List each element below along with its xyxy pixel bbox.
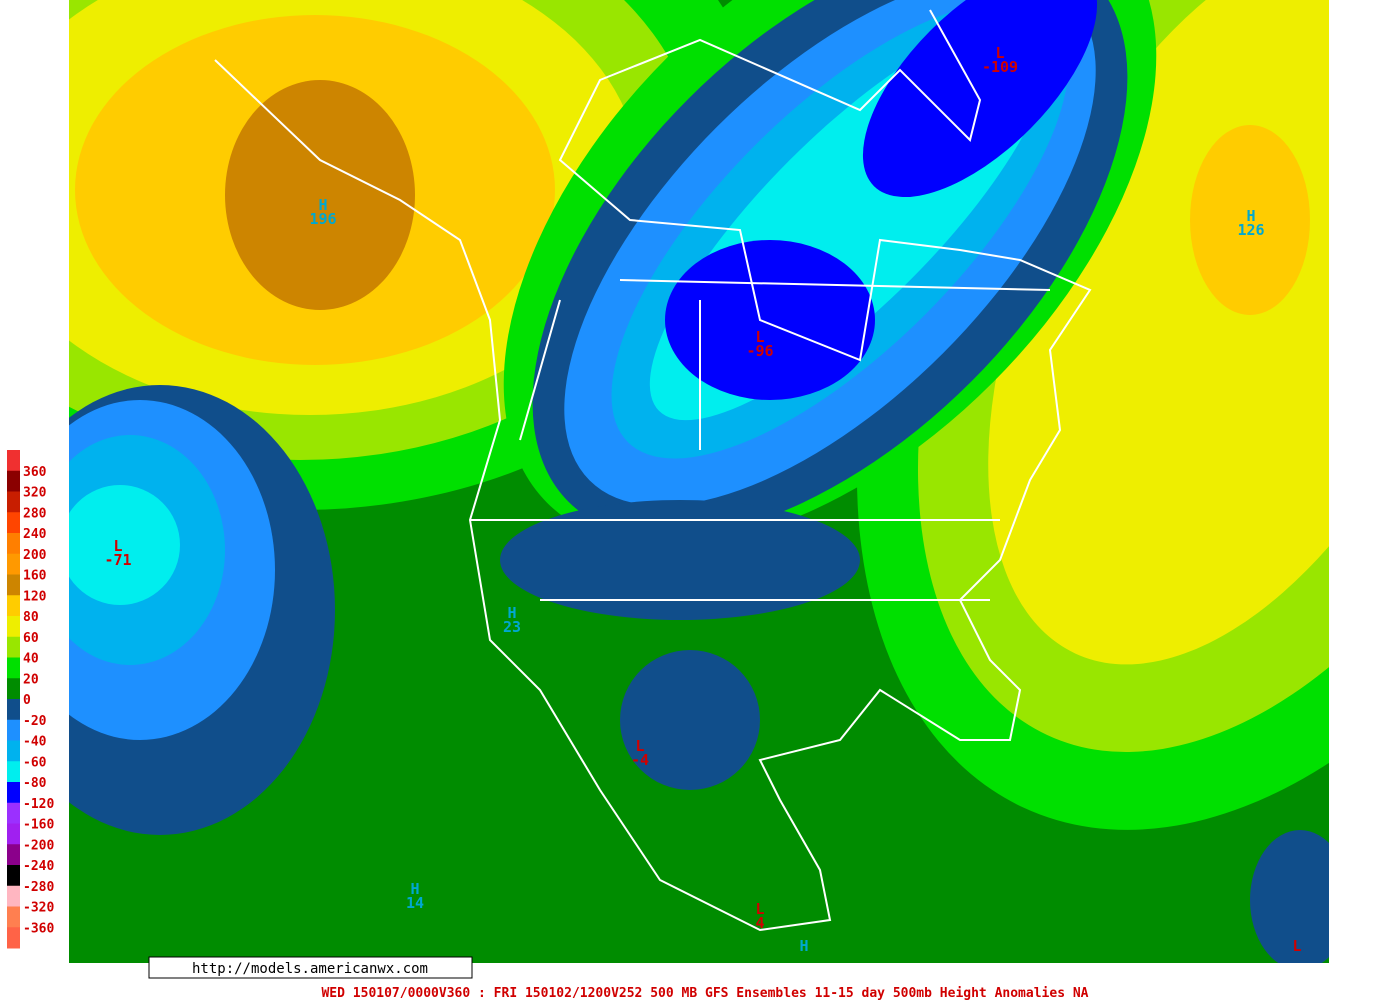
marker-value: 23 (503, 618, 521, 636)
marker-symbol: L (113, 537, 122, 555)
anomaly-field (69, 0, 1329, 963)
legend-swatch (7, 740, 20, 762)
marker-symbol: H (318, 196, 327, 214)
legend-swatch (7, 823, 20, 845)
legend-swatch (7, 636, 20, 658)
legend-label: 280 (23, 506, 47, 521)
marker-symbol: H (1246, 207, 1255, 225)
legend-swatch (7, 616, 20, 638)
legend-label: -360 (23, 921, 54, 936)
marker-symbol: L (635, 737, 644, 755)
legend-swatch (7, 657, 20, 679)
marker-value: -109 (982, 58, 1018, 76)
marker-value: -96 (746, 342, 773, 360)
legend-label: -200 (23, 838, 54, 853)
legend-label: 80 (23, 610, 39, 625)
legend-label: 240 (23, 527, 47, 542)
legend-label: -80 (23, 776, 47, 791)
marker-value: 4 (755, 914, 764, 932)
marker-value: 126 (1237, 221, 1264, 239)
legend-swatch (7, 844, 20, 866)
marker-symbol: H (507, 604, 516, 622)
legend-label: 120 (23, 589, 47, 604)
legend-swatch (7, 595, 20, 617)
legend-swatch (7, 470, 20, 492)
legend-label: -280 (23, 880, 54, 895)
legend-swatch (7, 574, 20, 596)
footer: WED 150107/0000V360 : FRI 150102/1200V25… (321, 986, 1088, 1000)
marker-symbol: L (755, 900, 764, 918)
marker-value: 196 (309, 210, 336, 228)
legend-swatch (7, 491, 20, 513)
legend-label: -20 (23, 714, 47, 729)
legend-swatch (7, 802, 20, 824)
legend-swatch (7, 906, 20, 928)
legend-label: -120 (23, 797, 54, 812)
legend-label: 160 (23, 569, 47, 584)
legend-label: -60 (23, 755, 47, 770)
legend-label: 0 (23, 693, 31, 708)
legend-swatch (7, 885, 20, 907)
marker-symbol: L (755, 328, 764, 346)
legend-label: -40 (23, 735, 47, 750)
legend-swatch (7, 512, 20, 534)
source-box (148, 956, 473, 979)
legend-label: 20 (23, 672, 39, 687)
legend-label: 60 (23, 631, 39, 646)
legend-swatch (7, 719, 20, 741)
legend-swatch (7, 678, 20, 700)
marker-symbol: L (995, 44, 1004, 62)
source-url: http://models.americanwx.com (192, 961, 428, 977)
legend: 360320280240200160120806040200-20-40-60-… (7, 450, 54, 949)
coastline (214, 9, 1092, 932)
legend-label: -160 (23, 818, 54, 833)
legend-label: 200 (23, 548, 47, 563)
legend-label: 360 (23, 465, 47, 480)
marker-value: -4 (631, 751, 649, 769)
legend-swatch (7, 533, 20, 555)
legend-label: -320 (23, 901, 54, 916)
legend-swatch (7, 761, 20, 783)
legend-label: -240 (23, 859, 54, 874)
legend-swatch (7, 782, 20, 804)
legend-swatch (7, 865, 20, 887)
legend-swatch (7, 553, 20, 575)
marker-symbol: L (1292, 937, 1301, 955)
legend-swatch (7, 450, 20, 472)
marker-symbol: H (410, 880, 419, 898)
legend-label: 320 (23, 486, 47, 501)
marker-value: 14 (406, 894, 424, 912)
marker-value: -71 (104, 551, 131, 569)
legend-swatch (7, 699, 20, 721)
legend-label: 40 (23, 652, 39, 667)
marker-symbol: H (799, 937, 808, 955)
legend-swatch (7, 927, 20, 949)
